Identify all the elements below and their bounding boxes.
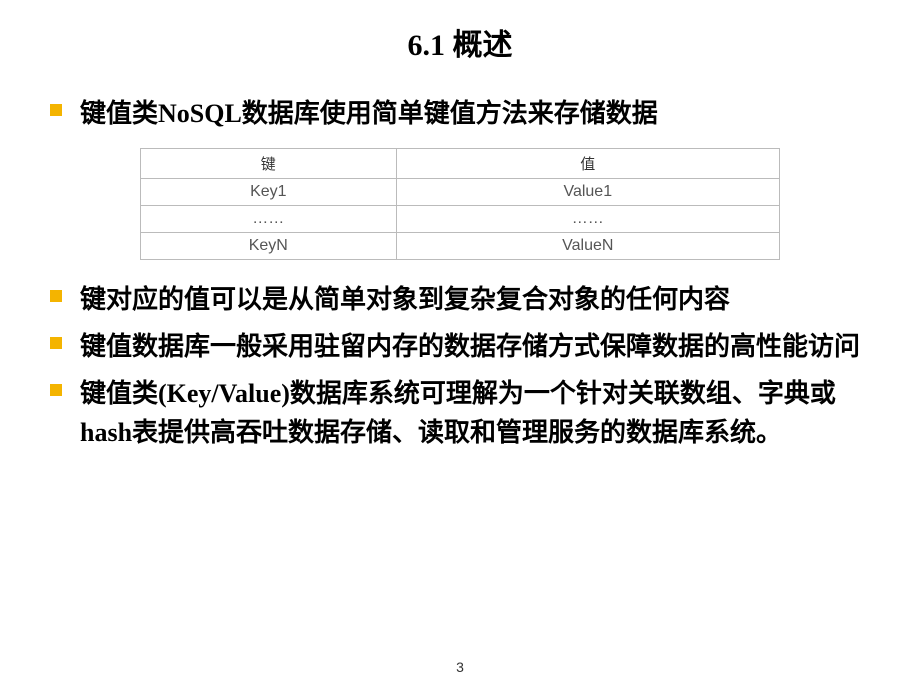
- table-header-value: 值: [396, 149, 779, 179]
- slide-title: 6.1 概述: [50, 20, 870, 64]
- key-value-table-container: 键 值 Key1 Value1 …… …… KeyN ValueN: [140, 148, 780, 260]
- bullet-text-3: 键值数据库一般采用驻留内存的数据存储方式保障数据的高性能访问: [80, 327, 860, 366]
- table-row: …… ……: [141, 206, 780, 233]
- bullet-marker-icon: [50, 290, 62, 302]
- table-header-row: 键 值: [141, 149, 780, 179]
- bullet-item-1: 键值类NoSQL数据库使用简单键值方法来存储数据: [50, 94, 870, 133]
- bullet-item-3: 键值数据库一般采用驻留内存的数据存储方式保障数据的高性能访问: [50, 327, 870, 366]
- table-cell: ValueN: [396, 233, 779, 260]
- table-cell: ……: [396, 206, 779, 233]
- page-number: 3: [456, 659, 464, 675]
- bullet-item-2: 键对应的值可以是从简单对象到复杂复合对象的任何内容: [50, 280, 870, 319]
- table-cell: KeyN: [141, 233, 397, 260]
- table-cell: ……: [141, 206, 397, 233]
- bullet-item-4: 键值类(Key/Value)数据库系统可理解为一个针对关联数组、字典或hash表…: [50, 374, 870, 452]
- bullet-marker-icon: [50, 337, 62, 349]
- bullet-text-2: 键对应的值可以是从简单对象到复杂复合对象的任何内容: [80, 280, 730, 319]
- table-row: KeyN ValueN: [141, 233, 780, 260]
- bullet-text-4: 键值类(Key/Value)数据库系统可理解为一个针对关联数组、字典或hash表…: [80, 374, 870, 452]
- key-value-table: 键 值 Key1 Value1 …… …… KeyN ValueN: [140, 148, 780, 260]
- bullet-text-1: 键值类NoSQL数据库使用简单键值方法来存储数据: [80, 94, 658, 133]
- table-header-key: 键: [141, 149, 397, 179]
- table-row: Key1 Value1: [141, 179, 780, 206]
- table-cell: Value1: [396, 179, 779, 206]
- bullet-marker-icon: [50, 384, 62, 396]
- table-cell: Key1: [141, 179, 397, 206]
- bullet-marker-icon: [50, 104, 62, 116]
